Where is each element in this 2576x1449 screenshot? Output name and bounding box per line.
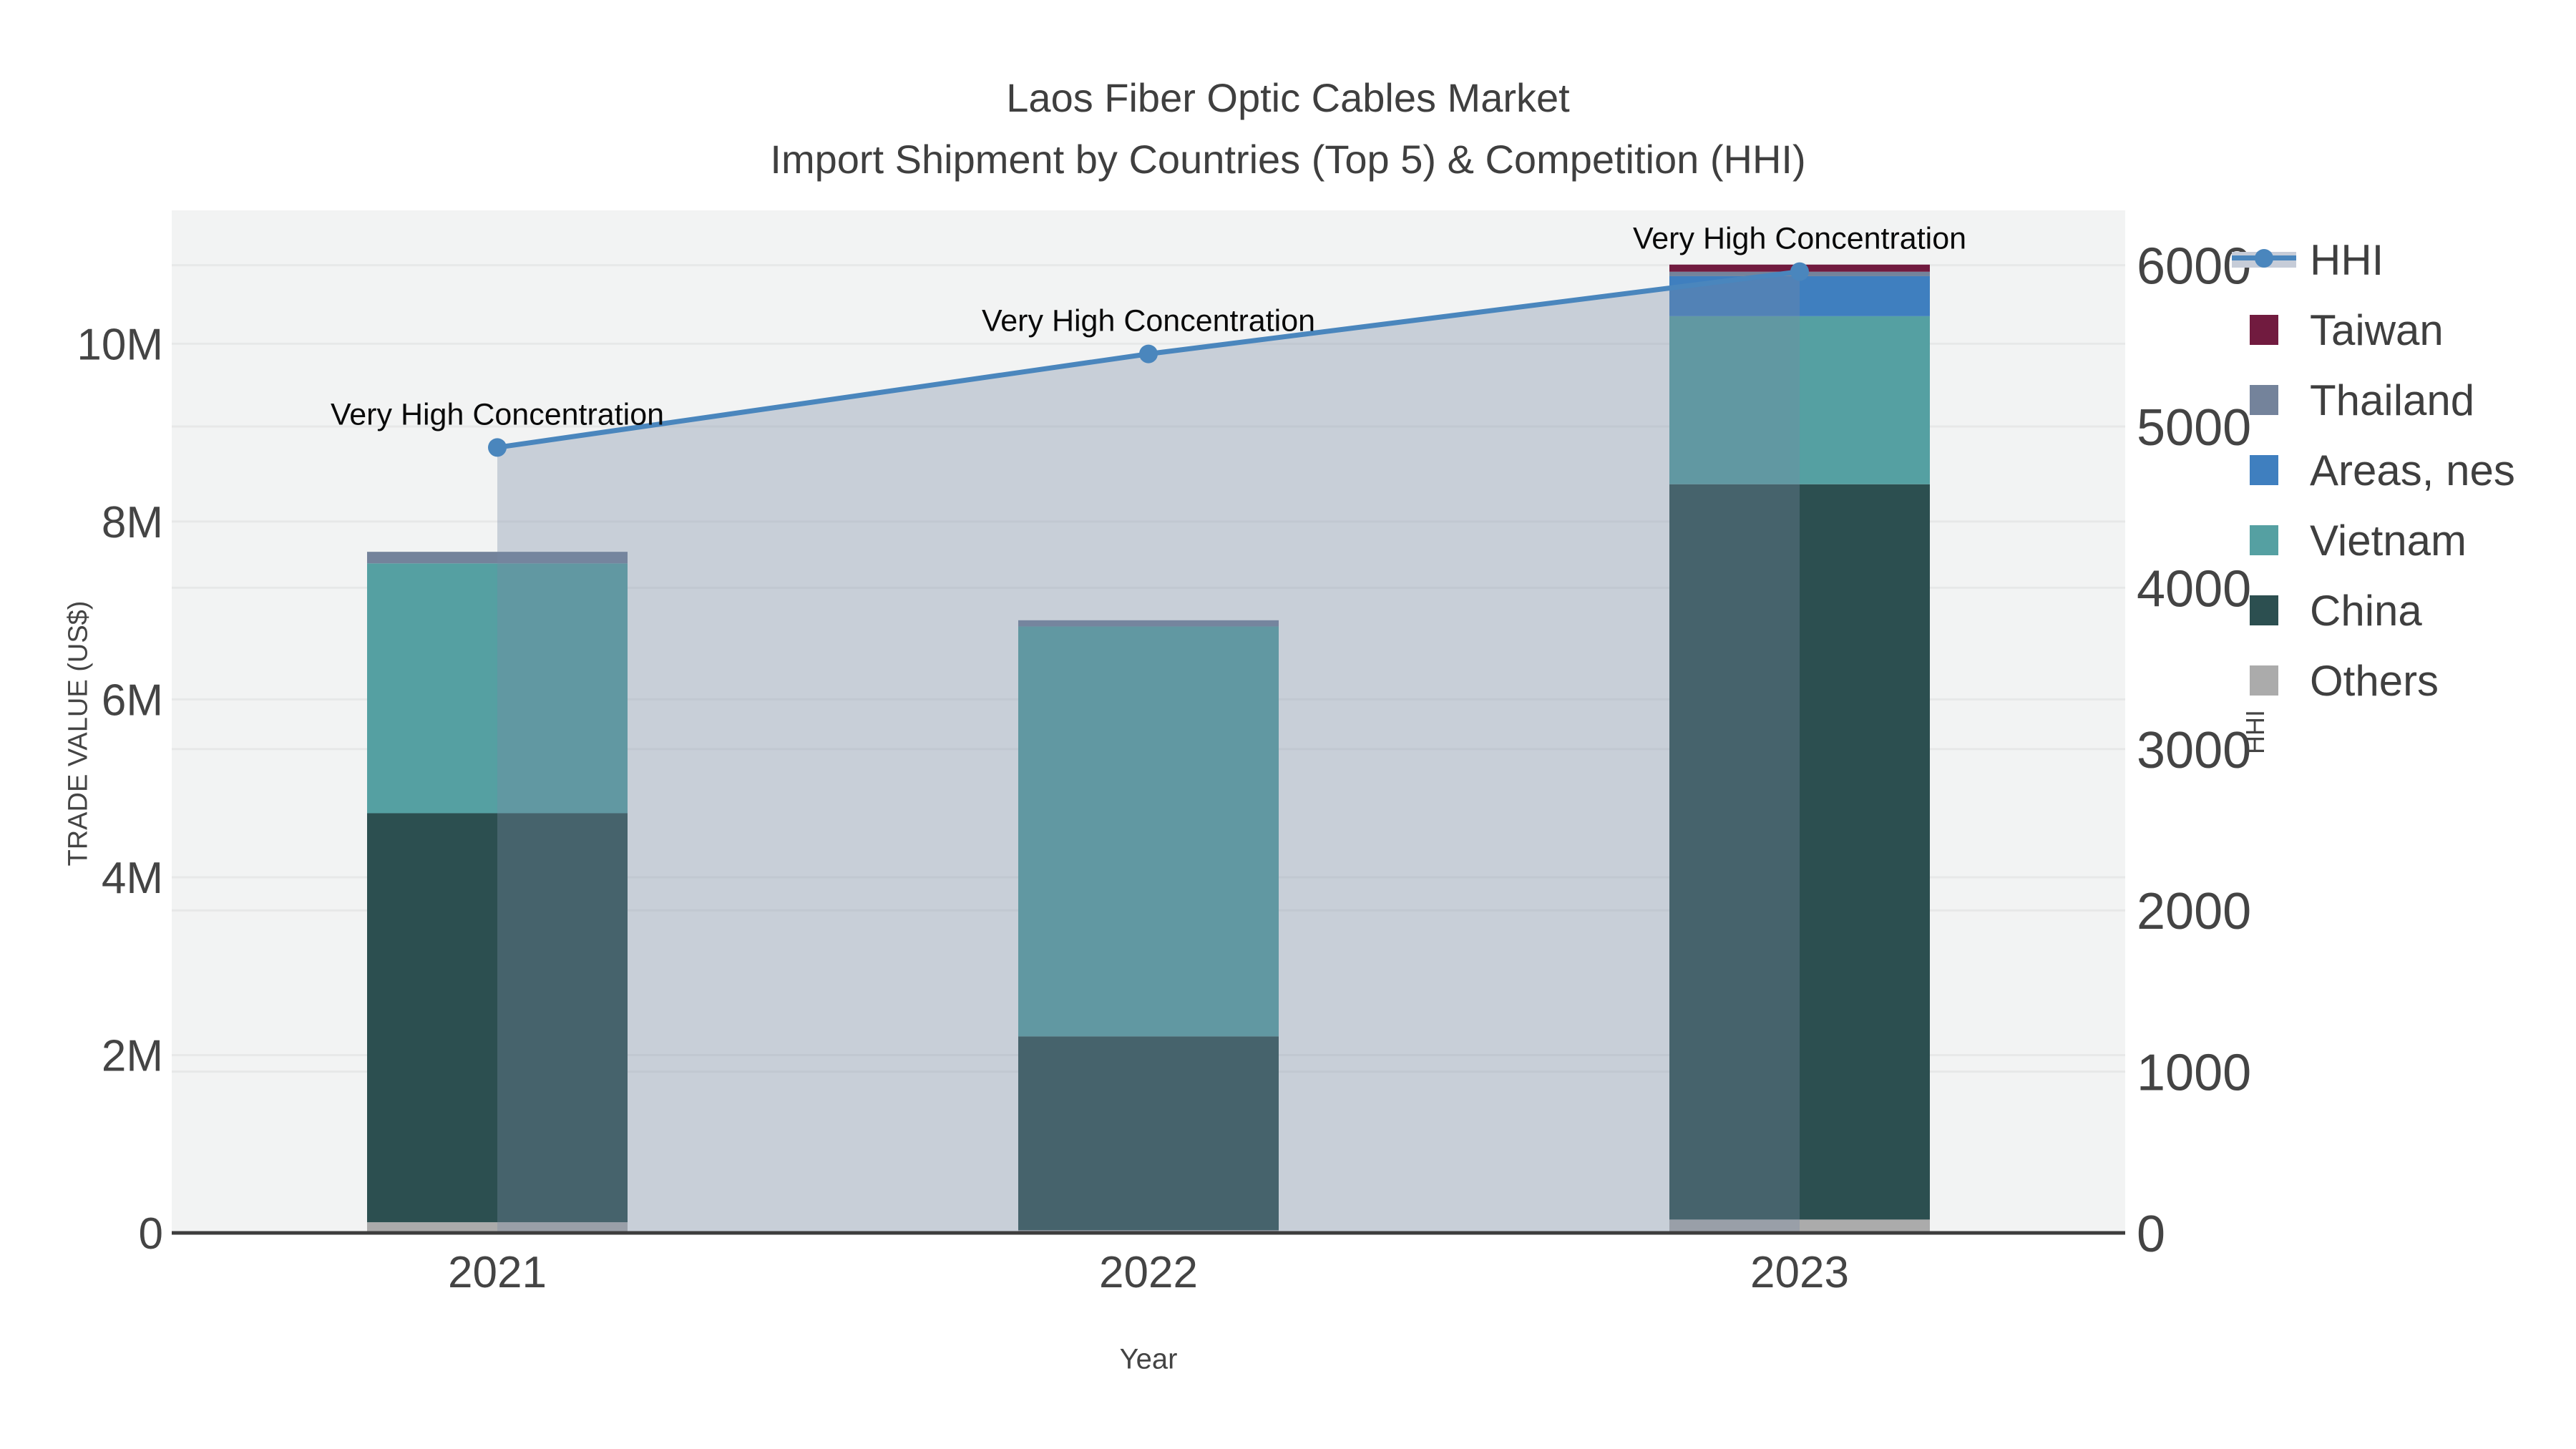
taiwan-swatch-icon [2231,315,2297,345]
x-tick-label-2021: 2021 [448,1248,547,1297]
hhi-marker-2021 [488,438,507,457]
x-tick-label-2023: 2023 [1750,1248,1849,1297]
y-right-tick-label: 0 [2137,1206,2165,1263]
bar-segment-china-2021 [367,813,628,1223]
x-tick-label-2022: 2022 [1099,1248,1198,1297]
bar-segment-vietnam-2022 [1018,626,1279,1037]
legend-label: China [2310,586,2422,635]
y-right-axis-title: HHI [2240,710,2270,754]
y-left-tick-label: 6M [102,675,163,725]
areas-nes-swatch-icon [2231,455,2297,485]
legend-label: Thailand [2310,376,2475,424]
bar-segment-others-2021 [367,1222,628,1233]
thailand-swatch-icon [2231,385,2297,415]
y-left-tick-label: 4M [102,854,163,903]
legend-item-others[interactable]: Others [2231,645,2515,716]
others-swatch-icon [2231,665,2297,696]
y-left-tick-label: 2M [102,1031,163,1080]
legend-label: Taiwan [2310,306,2444,354]
legend: HHI Taiwan Thailand Areas, nes Vietnam China O… [2231,225,2515,716]
legend-item-areas-nes[interactable]: Areas, nes [2231,435,2515,505]
y-right-tick-label: 5000 [2137,399,2251,457]
legend-item-hhi[interactable]: HHI [2231,225,2515,295]
hhi-area [497,271,1800,1233]
legend-label: Vietnam [2310,516,2467,565]
annotation-very-high-concentration: Very High Concentration [331,397,664,431]
bar-segment-china-2022 [1018,1036,1279,1231]
y-right-tick-label: 2000 [2137,883,2251,940]
y-right-tick-label: 4000 [2137,560,2251,618]
annotation-very-high-concentration: Very High Concentration [1633,222,1966,256]
x-axis-title: Year [1119,1343,1178,1375]
y-right-tick-label: 1000 [2137,1045,2251,1102]
bar-segment-thailand-2022 [1018,620,1279,627]
bar-segment-others-2023 [1669,1219,1930,1233]
legend-item-china[interactable]: China [2231,575,2515,645]
hhi-marker-2022 [1139,344,1158,364]
chart-subtitle: Import Shipment by Countries (Top 5) & C… [770,137,1806,182]
legend-item-vietnam[interactable]: Vietnam [2231,505,2515,575]
chart-title: Laos Fiber Optic Cables Market [1006,75,1570,120]
legend-item-thailand[interactable]: Thailand [2231,365,2515,435]
legend-label: Others [2310,656,2439,705]
y-left-axis-title: TRADE VALUE (US$) [63,600,94,867]
bar-segment-thailand-2021 [367,552,628,564]
vietnam-swatch-icon [2231,525,2297,555]
china-swatch-icon [2231,595,2297,625]
bar-segment-vietnam-2023 [1669,316,1930,484]
annotation-very-high-concentration: Very High Concentration [982,304,1315,338]
hhi-line-swatch-icon [2231,249,2297,268]
legend-label: HHI [2310,235,2384,284]
legend-item-taiwan[interactable]: Taiwan [2231,295,2515,365]
y-left-tick-label: 0 [139,1209,163,1259]
y-left-tick-label: 8M [102,498,163,547]
bar-segment-china-2023 [1669,484,1930,1220]
legend-label: Areas, nes [2310,446,2515,494]
y-left-tick-label: 10M [77,320,163,369]
bar-segment-vietnam-2021 [367,563,628,814]
hhi-marker-2023 [1790,262,1809,281]
y-right-tick-label: 3000 [2137,722,2251,779]
